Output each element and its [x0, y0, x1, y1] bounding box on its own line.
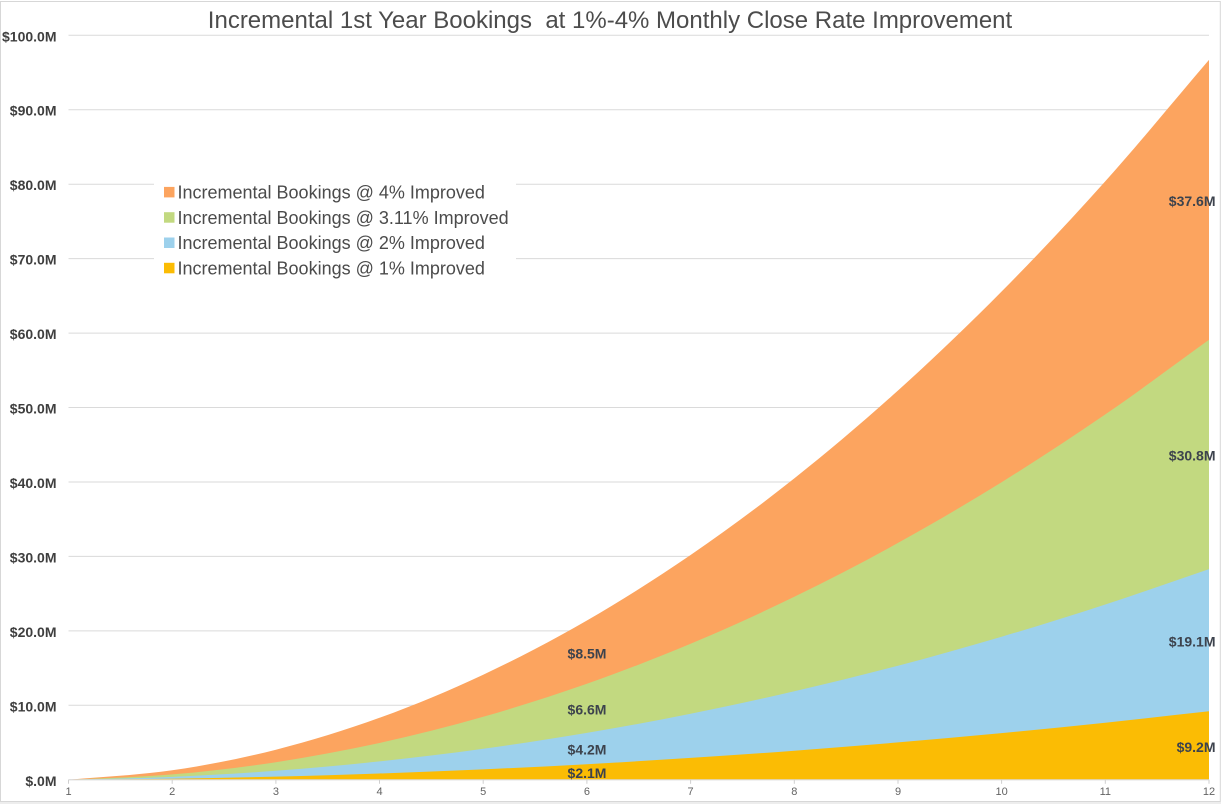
- svg-text:8: 8: [791, 786, 797, 798]
- svg-text:$50.0M: $50.0M: [10, 401, 57, 417]
- svg-text:Incremental Bookings @ 3.11% I: Incremental Bookings @ 3.11% Improved: [178, 208, 509, 228]
- svg-text:$60.0M: $60.0M: [10, 326, 57, 342]
- svg-text:10: 10: [995, 786, 1007, 798]
- svg-text:$8.5M: $8.5M: [568, 645, 607, 661]
- svg-text:$30.8M: $30.8M: [1169, 448, 1216, 464]
- svg-text:$6.6M: $6.6M: [568, 702, 607, 718]
- svg-text:$37.6M: $37.6M: [1169, 193, 1216, 209]
- svg-text:12: 12: [1203, 786, 1215, 798]
- svg-text:Incremental 1st Year Bookings: Incremental 1st Year Bookings at 1%-4% M…: [208, 7, 1013, 34]
- svg-text:$80.0M: $80.0M: [10, 177, 57, 193]
- svg-text:$90.0M: $90.0M: [10, 103, 57, 119]
- svg-text:Incremental Bookings @ 1% Impr: Incremental Bookings @ 1% Improved: [178, 258, 485, 278]
- svg-text:$4.2M: $4.2M: [568, 742, 607, 758]
- svg-text:2: 2: [169, 786, 175, 798]
- svg-text:$9.2M: $9.2M: [1177, 739, 1216, 755]
- svg-text:6: 6: [584, 786, 590, 798]
- svg-text:1: 1: [65, 786, 71, 798]
- svg-text:$40.0M: $40.0M: [10, 475, 57, 491]
- svg-text:$20.0M: $20.0M: [10, 624, 57, 640]
- svg-text:Incremental Bookings @ 4% Impr: Incremental Bookings @ 4% Improved: [178, 183, 485, 203]
- svg-text:3: 3: [273, 786, 279, 798]
- svg-text:$10.0M: $10.0M: [10, 698, 57, 714]
- svg-text:7: 7: [688, 786, 694, 798]
- svg-text:$30.0M: $30.0M: [10, 549, 57, 565]
- svg-text:Incremental Bookings @ 2% Impr: Incremental Bookings @ 2% Improved: [178, 233, 485, 253]
- svg-text:$.0M: $.0M: [25, 773, 56, 789]
- svg-text:11: 11: [1100, 786, 1111, 798]
- svg-text:5: 5: [480, 786, 486, 798]
- svg-text:4: 4: [376, 786, 382, 798]
- svg-text:$19.1M: $19.1M: [1169, 633, 1216, 649]
- svg-text:$70.0M: $70.0M: [10, 252, 57, 268]
- svg-text:$2.1M: $2.1M: [568, 765, 607, 781]
- svg-text:9: 9: [895, 786, 901, 798]
- svg-text:$100.0M: $100.0M: [2, 28, 56, 44]
